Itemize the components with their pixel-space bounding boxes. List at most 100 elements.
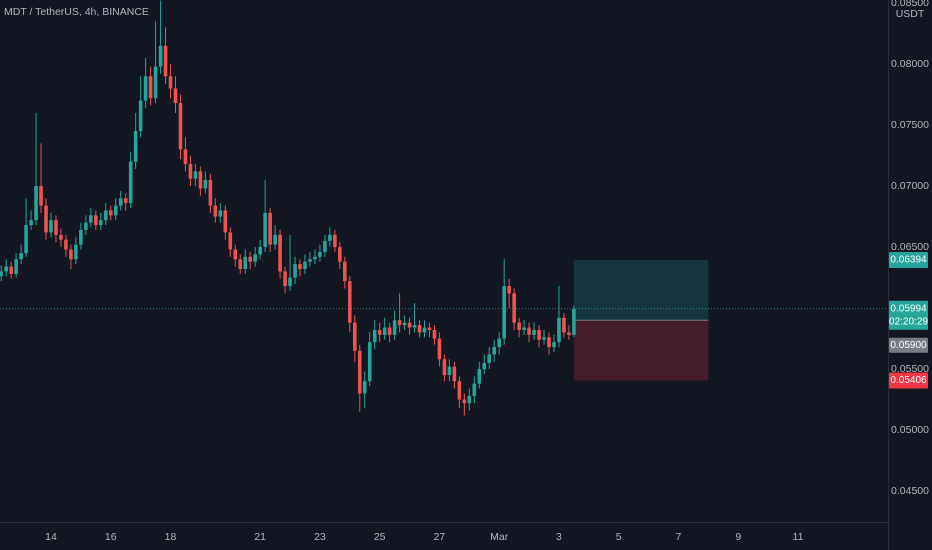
candle-body bbox=[39, 186, 43, 206]
profit-zone bbox=[573, 259, 709, 321]
candle-body bbox=[298, 264, 302, 269]
x-tick-label: 21 bbox=[254, 531, 266, 543]
candle-body bbox=[357, 350, 362, 394]
candle-body bbox=[507, 286, 511, 294]
candle-body bbox=[243, 256, 248, 269]
candle-body bbox=[54, 220, 58, 235]
candle-body bbox=[278, 234, 282, 272]
candle-body bbox=[477, 369, 482, 384]
x-tick-label: 9 bbox=[735, 531, 741, 543]
candle-body bbox=[198, 171, 203, 189]
candle-body bbox=[74, 244, 78, 260]
candle-body bbox=[447, 366, 452, 376]
chart-title: MDT / TetherUS, 4h, BINANCE bbox=[4, 6, 149, 18]
candle-body bbox=[492, 347, 497, 355]
candle-body bbox=[153, 66, 158, 99]
candle-body bbox=[482, 362, 487, 370]
candle-body bbox=[79, 229, 83, 245]
x-tick-label: 27 bbox=[434, 531, 446, 543]
candle-body bbox=[517, 322, 521, 330]
candle-body bbox=[273, 234, 277, 245]
candle-body bbox=[253, 254, 257, 262]
target-tag-label: 0.06394 bbox=[890, 255, 927, 266]
candle-body bbox=[352, 322, 357, 351]
candle-body bbox=[4, 266, 8, 272]
candle-body bbox=[392, 320, 397, 335]
x-tick-label: Mar bbox=[490, 531, 509, 543]
countdown-label: 02:20:29 bbox=[889, 316, 928, 327]
candle-body bbox=[497, 338, 501, 348]
candle-body bbox=[472, 383, 477, 396]
candle-body bbox=[308, 259, 312, 262]
candle-body bbox=[313, 256, 317, 260]
candle-body bbox=[29, 220, 33, 226]
candle-body bbox=[238, 259, 243, 269]
candle-body bbox=[218, 210, 223, 217]
candle-body bbox=[442, 359, 447, 376]
candle-body bbox=[44, 205, 48, 233]
candle-body bbox=[89, 215, 93, 223]
x-tick-label: 3 bbox=[556, 531, 562, 543]
candle-body bbox=[567, 332, 571, 335]
candle-body bbox=[372, 329, 377, 343]
candle-body bbox=[94, 215, 98, 226]
y-tick-label: 0.07000 bbox=[891, 180, 929, 192]
candle-body bbox=[522, 327, 526, 330]
candle-body bbox=[203, 179, 208, 189]
x-tick-label: 23 bbox=[314, 531, 326, 543]
candle-body bbox=[288, 277, 292, 287]
y-tick-label: 0.06500 bbox=[891, 241, 929, 253]
y-tick-label: 0.08500 bbox=[891, 0, 929, 9]
candle-body bbox=[542, 337, 546, 340]
candle-body bbox=[148, 76, 153, 99]
candle-body bbox=[193, 171, 198, 179]
candle-body bbox=[328, 234, 332, 241]
candle-body bbox=[19, 253, 23, 260]
candle-body bbox=[552, 342, 556, 348]
candle-body bbox=[387, 327, 392, 335]
candle-body bbox=[183, 149, 188, 165]
candle-body bbox=[382, 327, 387, 335]
candle-body bbox=[348, 281, 352, 323]
candle-body bbox=[213, 205, 218, 217]
candle-body bbox=[422, 327, 427, 333]
candle-body bbox=[143, 76, 148, 101]
x-tick-label: 25 bbox=[374, 531, 386, 543]
candle-body bbox=[427, 327, 432, 330]
last-price-tag-bg bbox=[889, 300, 928, 330]
candle-body bbox=[323, 240, 327, 252]
last-price-label: 0.05994 bbox=[890, 303, 927, 314]
y-tick-label: 0.08000 bbox=[891, 58, 929, 70]
entry-tag-bg bbox=[889, 337, 928, 353]
candle-body bbox=[24, 225, 28, 254]
y-tick-label: 0.05500 bbox=[891, 363, 929, 375]
candle-body bbox=[64, 239, 68, 250]
candle-body bbox=[412, 325, 417, 328]
candle-body bbox=[467, 395, 472, 404]
candle-body bbox=[377, 329, 382, 335]
candle-body bbox=[233, 249, 238, 260]
candle-body bbox=[248, 256, 252, 262]
candle-body bbox=[452, 366, 457, 382]
x-tick-label: 18 bbox=[165, 531, 177, 543]
candle-body bbox=[223, 210, 228, 233]
candle-body bbox=[14, 259, 18, 274]
target-tag-bg bbox=[889, 251, 928, 268]
candle-body bbox=[123, 198, 128, 204]
candle-body bbox=[527, 327, 531, 335]
candle-body bbox=[228, 232, 233, 250]
x-tick-label: 11 bbox=[793, 531, 804, 543]
currency-bg bbox=[890, 7, 930, 20]
candle-body bbox=[318, 251, 322, 257]
candle-body bbox=[417, 325, 422, 333]
candle-body bbox=[188, 164, 193, 179]
y-tick-label: 0.05000 bbox=[891, 424, 929, 436]
x-tick-label: 5 bbox=[616, 531, 622, 543]
candle-body bbox=[457, 381, 462, 400]
candle-body bbox=[557, 317, 561, 343]
currency-label: USDT bbox=[896, 8, 925, 20]
candle-body bbox=[128, 161, 133, 204]
